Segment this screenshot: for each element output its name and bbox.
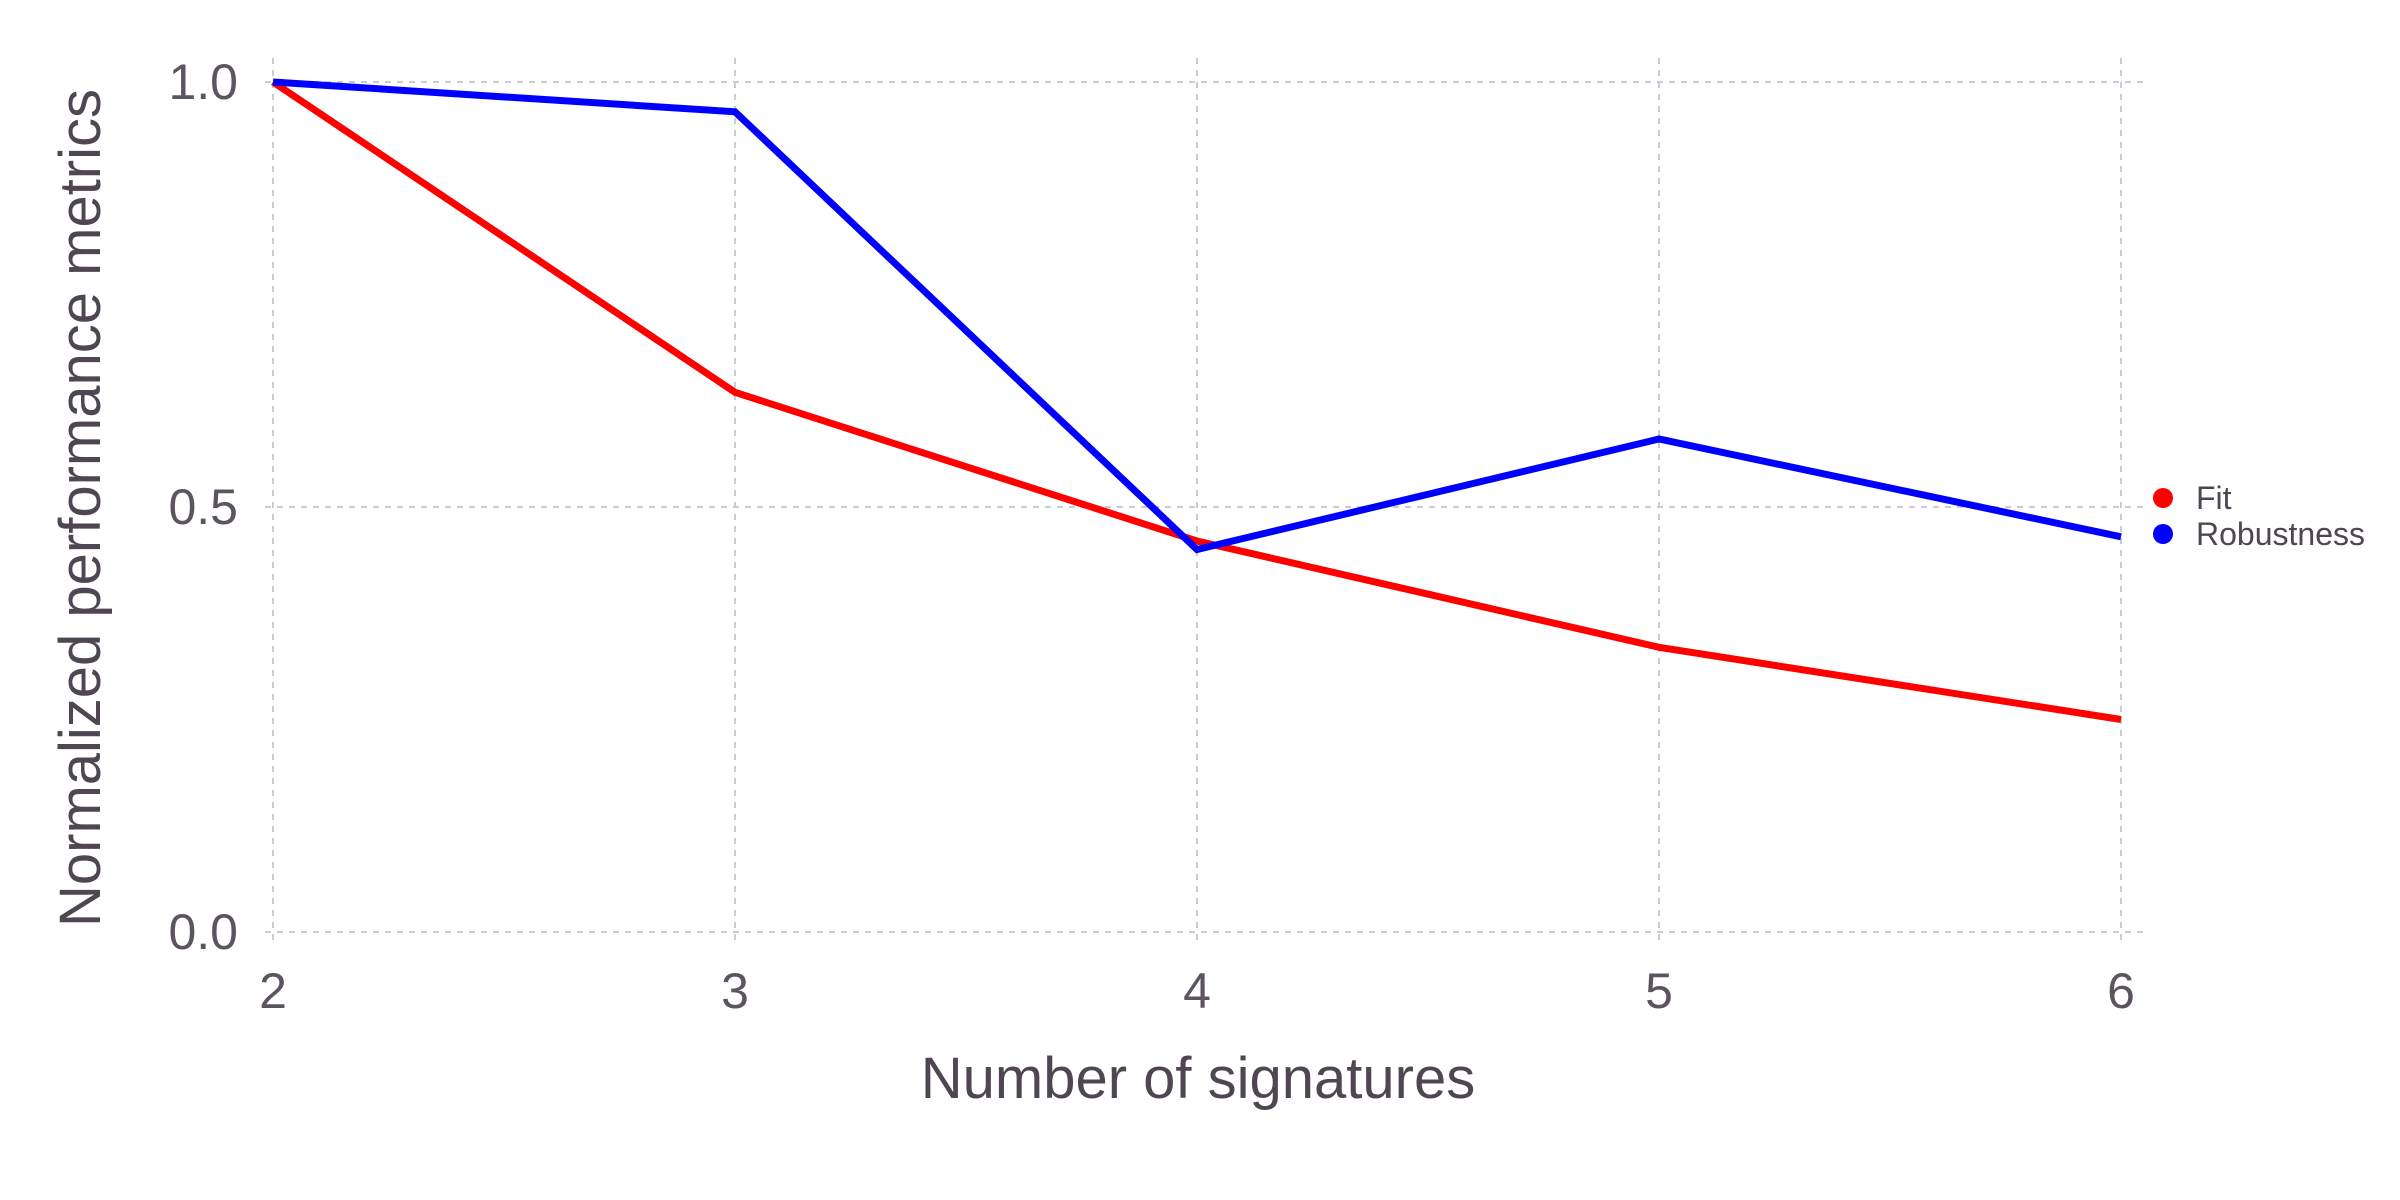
series-lines xyxy=(271,78,2122,723)
series-line-fit xyxy=(271,79,2122,723)
x-tick-label: 3 xyxy=(721,963,749,1019)
x-tick-label: 5 xyxy=(1645,963,1673,1019)
y-tick-label: 1.0 xyxy=(168,54,238,110)
legend-marker-fit xyxy=(2153,488,2173,508)
x-axis-ticks: 2 3 4 5 6 xyxy=(259,963,2135,1019)
y-tick-label: 0.0 xyxy=(168,904,238,960)
x-tick-label: 6 xyxy=(2107,963,2135,1019)
series-line-robustness xyxy=(272,78,2122,554)
x-tick-label: 2 xyxy=(259,963,287,1019)
y-tick-label: 0.5 xyxy=(168,479,238,535)
legend-label-fit: Fit xyxy=(2196,480,2232,516)
legend-label-robustness: Robustness xyxy=(2196,516,2365,552)
y-axis-ticks: 0.0 0.5 1.0 xyxy=(168,54,238,960)
legend-marker-robustness xyxy=(2153,524,2173,544)
grid xyxy=(265,58,2146,945)
y-axis-title: Normalized performance metrics xyxy=(48,89,113,927)
x-tick-label: 4 xyxy=(1183,963,1211,1019)
x-axis-title: Number of signatures xyxy=(921,1046,1475,1111)
